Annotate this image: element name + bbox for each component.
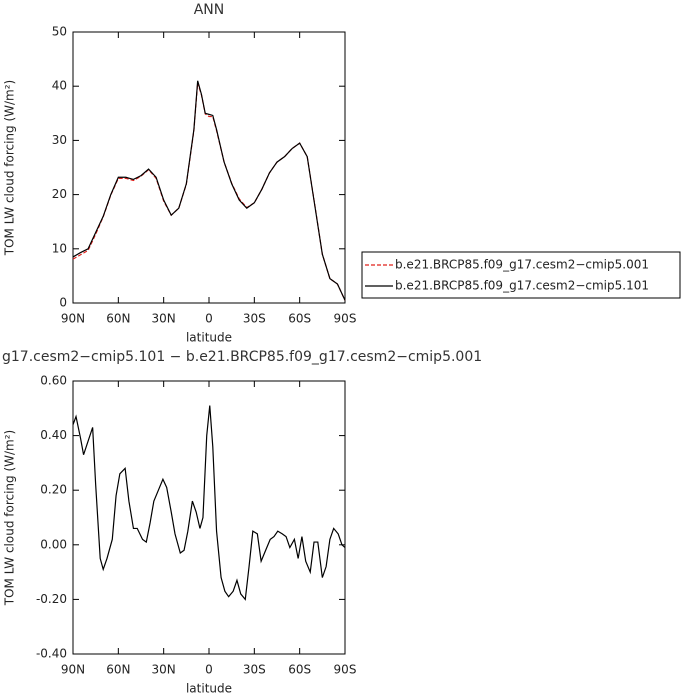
legend-box bbox=[361, 251, 681, 299]
y-tick-label: 0.40 bbox=[40, 428, 67, 442]
x-tick-label: 60S bbox=[288, 663, 311, 677]
chart-title: g17.cesm2−cmip5.101 − b.e21.BRCP85.f09_g… bbox=[2, 349, 482, 365]
x-tick-label: 60N bbox=[106, 312, 130, 326]
x-tick-label: 90N bbox=[61, 312, 85, 326]
series-line bbox=[72, 80, 346, 301]
y-tick-label: 30 bbox=[52, 133, 67, 147]
y-tick-label: 50 bbox=[52, 25, 67, 39]
plot-frame bbox=[72, 380, 346, 655]
y-tick-label: 0.20 bbox=[40, 483, 67, 497]
x-tick-label: 90S bbox=[334, 663, 357, 677]
x-axis-label: latitude bbox=[186, 682, 232, 696]
y-tick-label: 10 bbox=[52, 241, 67, 255]
y-tick-label: 0 bbox=[59, 296, 67, 310]
x-tick-label: 30S bbox=[243, 663, 266, 677]
x-tick-label: 60S bbox=[288, 312, 311, 326]
x-tick-label: 0 bbox=[205, 312, 213, 326]
x-tick-label: 90S bbox=[334, 312, 357, 326]
chart-title: ANN bbox=[194, 2, 225, 18]
x-tick-label: 0 bbox=[205, 663, 213, 677]
y-tick-label: 0.00 bbox=[40, 537, 67, 551]
y-tick-label: 0.60 bbox=[40, 374, 67, 388]
series-line bbox=[72, 405, 346, 601]
y-tick-label: 40 bbox=[52, 79, 67, 93]
y-tick-label: -0.20 bbox=[36, 592, 67, 606]
y-tick-label: -0.40 bbox=[36, 647, 67, 661]
x-tick-label: 90N bbox=[61, 663, 85, 677]
y-axis-label: TOM LW cloud forcing (W/m²) bbox=[3, 430, 17, 607]
x-tick-label: 30N bbox=[152, 663, 176, 677]
plot-frame bbox=[72, 31, 346, 304]
x-axis-label: latitude bbox=[186, 331, 232, 345]
y-tick-label: 20 bbox=[52, 187, 67, 201]
x-tick-label: 30S bbox=[243, 312, 266, 326]
y-axis-label: TOM LW cloud forcing (W/m²) bbox=[3, 80, 17, 257]
x-tick-label: 60N bbox=[106, 663, 130, 677]
series-line bbox=[72, 82, 346, 301]
legend-label: b.e21.BRCP85.f09_g17.cesm2−cmip5.001 bbox=[395, 258, 649, 272]
x-tick-label: 30N bbox=[152, 312, 176, 326]
legend-label: b.e21.BRCP85.f09_g17.cesm2−cmip5.101 bbox=[395, 279, 649, 293]
